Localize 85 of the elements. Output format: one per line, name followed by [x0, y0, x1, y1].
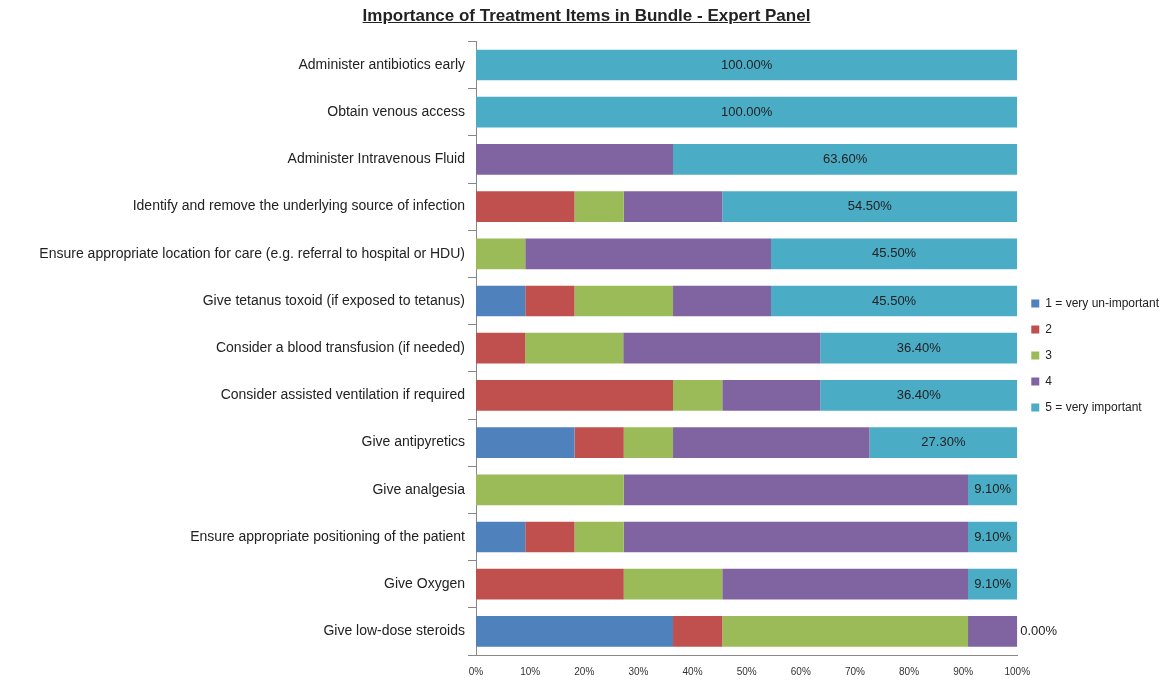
bar — [525, 238, 771, 270]
y-tick-label: Administer antibiotics early — [298, 55, 465, 72]
bar — [623, 474, 969, 506]
bar — [525, 521, 575, 553]
x-tick-label: 30% — [628, 665, 649, 677]
bar — [722, 380, 821, 411]
y-tick-label: Give antipyretics — [361, 433, 465, 450]
data-label: 45.50% — [872, 292, 917, 308]
bar — [476, 521, 526, 553]
bar — [623, 332, 821, 364]
bar — [869, 427, 1018, 458]
bar — [722, 568, 969, 600]
bar — [476, 474, 624, 506]
data-label: 9.10% — [974, 528, 1012, 544]
bar — [574, 285, 674, 317]
bar — [476, 285, 526, 317]
bar — [623, 191, 723, 222]
bar — [525, 332, 624, 364]
y-tick-label: Administer Intravenous Fluid — [287, 150, 465, 167]
data-label: 9.10% — [974, 481, 1012, 497]
bar — [574, 191, 624, 222]
data-label: 36.40% — [896, 339, 942, 355]
bar — [574, 521, 624, 553]
bar — [771, 285, 1018, 317]
bar — [476, 96, 1018, 128]
data-label: 45.50% — [872, 245, 917, 261]
bar — [476, 238, 526, 270]
legend-label: 4 — [1045, 373, 1053, 388]
x-tick-label: 40% — [682, 665, 703, 677]
data-label: 9.10% — [974, 575, 1012, 591]
bar — [623, 568, 723, 600]
bar — [476, 49, 1018, 81]
data-label: 100.00% — [720, 56, 773, 72]
x-tick-label: 60% — [790, 665, 811, 677]
legend-label: 3 — [1045, 347, 1053, 362]
x-tick-label: 70% — [844, 665, 866, 677]
legend-label: 2 — [1045, 321, 1053, 336]
x-tick-label: 90% — [953, 665, 974, 677]
bar — [476, 380, 674, 411]
bar — [476, 427, 575, 458]
bar — [722, 191, 1018, 222]
data-label: 54.50% — [847, 198, 893, 214]
y-tick-label: Consider a blood transfusion (if needed) — [215, 339, 465, 356]
data-label: 27.30% — [921, 434, 966, 450]
y-tick-label: Identify and remove the underlying source of infection — [132, 197, 465, 214]
bar — [476, 616, 674, 647]
y-tick-label: Give analgesia — [372, 480, 466, 497]
y-tick-label: Ensure appropriate location for care (e.g. referral to hospital or HDU) — [39, 244, 465, 261]
x-tick-label: 80% — [899, 665, 920, 677]
y-tick-label: Give tetanus toxoid (if exposed to tetanus) — [202, 291, 465, 308]
data-label: 100.00% — [720, 103, 773, 119]
x-tick-label: 10% — [520, 665, 541, 677]
bar — [574, 427, 624, 458]
bar — [771, 238, 1018, 270]
y-tick-label: Ensure appropriate positioning of the patient — [190, 527, 466, 544]
y-tick-label: Give Oxygen — [384, 575, 465, 592]
bar — [820, 332, 1018, 364]
bar — [525, 285, 575, 317]
legend-label: 1 = very un-important — [1045, 295, 1160, 310]
bar — [476, 332, 526, 364]
bar — [673, 427, 870, 458]
bar — [820, 380, 1018, 411]
y-tick-label: Obtain venous access — [327, 103, 465, 120]
bar — [722, 616, 969, 647]
bar — [968, 616, 1018, 647]
bar — [476, 568, 624, 600]
legend-label: 5 = very important — [1045, 399, 1143, 414]
bar — [476, 144, 674, 175]
bar — [673, 616, 723, 647]
y-tick-label: Give low-dose steroids — [323, 622, 465, 639]
data-label: 63.60% — [823, 150, 868, 166]
data-label: 0.00% — [1020, 622, 1058, 638]
x-tick-label: 0% — [468, 665, 484, 677]
x-tick-label: 100% — [1004, 665, 1031, 677]
bar — [673, 285, 771, 317]
bar — [623, 427, 674, 458]
x-tick-label: 20% — [574, 665, 595, 677]
chart-title: Importance of Treatment Items in Bundle - Expert Panel — [361, 6, 812, 26]
bar — [673, 144, 1018, 175]
y-tick-label: Consider assisted ventilation if required — [220, 386, 465, 403]
bar — [476, 191, 575, 222]
data-label: 36.40% — [896, 386, 942, 402]
bar — [623, 521, 969, 553]
bar — [673, 380, 723, 411]
x-tick-label: 50% — [736, 665, 757, 677]
